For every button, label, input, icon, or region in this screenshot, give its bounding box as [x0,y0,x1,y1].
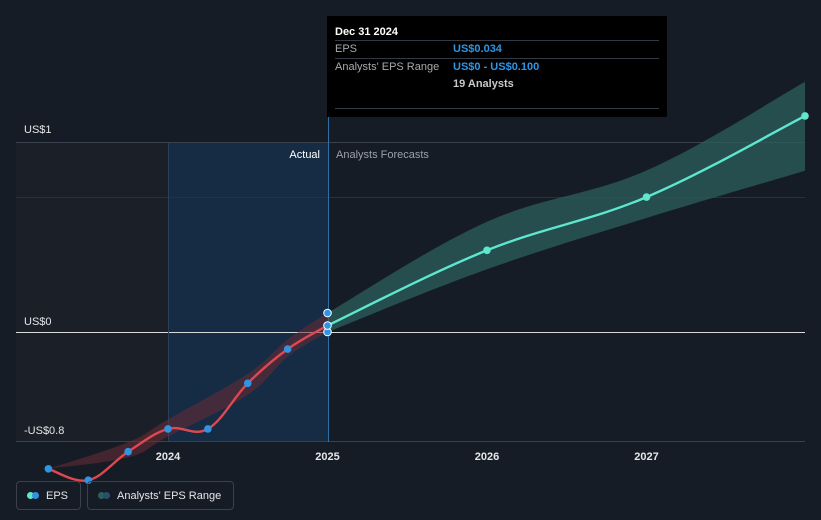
legend-range-label: Analysts' EPS Range [117,489,222,502]
legend-eps-label: EPS [46,489,69,502]
legend-eps[interactable]: EPS [16,481,81,510]
tooltip-date: Dec 31 2024 [335,26,398,38]
highlight-band [168,142,328,442]
legend-range[interactable]: Analysts' EPS Range [87,481,234,510]
y-tick-label: US$0 [24,316,52,328]
eps-legend-icon [27,492,39,499]
eps-actual-point [124,447,132,456]
forecast-range-band [327,81,805,332]
eps-forecast-point [483,246,491,255]
tooltip-eps-row: EPS US$0.034 [335,40,659,58]
tooltip-range-value: US$0 - US$0.100 [453,61,540,73]
x-tick-label: 2026 [475,451,499,463]
eps-forecast-point [642,193,651,201]
x-tick-label: 2025 [315,451,339,463]
tooltip-eps-value: US$0.034 [453,43,502,55]
eps-actual-point [204,425,212,433]
eps-forecast-line [326,114,806,327]
tooltip-marker [323,321,332,330]
past-shade [16,142,168,442]
eps-actual-point [44,465,53,473]
forecast-label: Analysts Forecasts [336,149,429,161]
x-tick-label: 2027 [634,451,658,463]
tooltip-marker [323,308,332,318]
tooltip-range-row: Analysts' EPS Range US$0 - US$0.100 [335,58,659,76]
eps-tooltip: Dec 31 2024 EPS US$0.034 Analysts' EPS R… [327,16,667,117]
y-tick-label: -US$0.8 [24,425,64,437]
tooltip-range-label: Analysts' EPS Range [335,61,440,73]
y-tick-label: US$1 [24,124,52,136]
x-tick-label: 2024 [156,451,181,463]
eps-actual-point [243,379,252,388]
eps-actual-point [283,345,292,353]
tooltip-analysts: 19 Analysts [453,78,514,90]
eps-forecast-point [801,112,809,120]
actual-label: Actual [289,149,320,161]
eps-actual-point [164,425,172,433]
tooltip-eps-label: EPS [335,43,358,55]
range-legend-icon [98,492,110,499]
tooltip-analysts-row: 19 Analysts [335,76,659,93]
